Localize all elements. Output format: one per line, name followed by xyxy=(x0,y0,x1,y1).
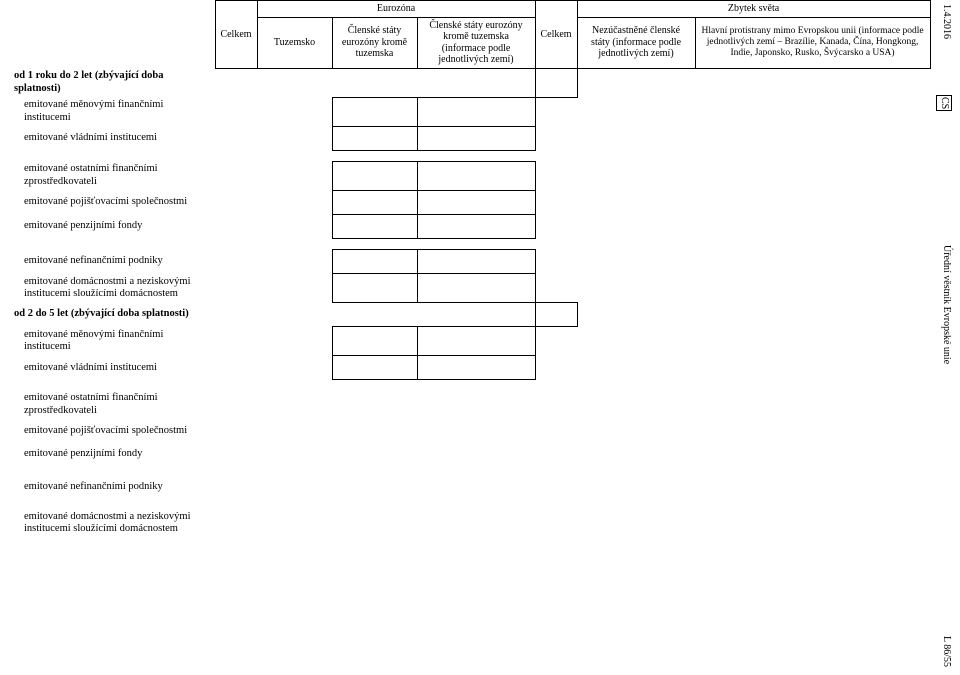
header-row-2: Tuzemsko Členské státy eurozóny kromě tu… xyxy=(10,17,930,68)
label-nfc-2: emitované nefinančními podniky xyxy=(10,476,215,499)
cell-gov1-c2 xyxy=(417,126,535,150)
hdr-counter: Hlavní protistrany mimo Evropskou unii (… xyxy=(695,17,930,68)
cell-ofi1-c1 xyxy=(332,161,417,190)
cell-mfi2-c1 xyxy=(332,327,417,356)
row-g1: od 1 roku do 2 let (zbývající doba splat… xyxy=(10,68,930,97)
cell-nfc1-c2 xyxy=(417,250,535,274)
label-pen-1: emitované penzijními fondy xyxy=(10,215,215,239)
label-gov-1: emitované vládními institucemi xyxy=(10,126,215,150)
label-hh-1: emitované domácnostmi a neziskovými inst… xyxy=(10,274,215,303)
label-hh-2: emitované domácnostmi a neziskovými inst… xyxy=(10,509,215,538)
row-g2: od 2 do 5 let (zbývající doba splatnosti… xyxy=(10,303,930,327)
row-pen-1: emitované penzijními fondy xyxy=(10,215,930,239)
row-ofi-2: emitované ostatními finančními zprostřed… xyxy=(10,390,930,419)
cell-g2-celkem2 xyxy=(535,303,577,327)
label-gov-2: emitované vládními institucemi xyxy=(10,356,215,380)
row-ins-1: emitované pojišťovacími společnostmi xyxy=(10,191,930,215)
hdr-row: Zbytek světa xyxy=(577,1,930,18)
data-table: Celkem Eurozóna Celkem Zbytek světa Tuze… xyxy=(10,0,931,538)
label-ofi-2: emitované ostatními finančními zprostřed… xyxy=(10,390,215,419)
cell-hh1-c1 xyxy=(332,274,417,303)
cell-pen1-c2 xyxy=(417,215,535,239)
label-nfc-1: emitované nefinančními podniky xyxy=(10,250,215,274)
hdr-csekti: Členské státy eurozóny kromě tuzemska (i… xyxy=(417,17,535,68)
cell-mfi1-c1 xyxy=(332,97,417,126)
row-mfi-2: emitované měnovými finančními institucem… xyxy=(10,327,930,356)
hdr-celkem-1: Celkem xyxy=(215,1,257,69)
side-gazette: Úřední věstník Evropské unie xyxy=(940,245,952,364)
cell-gov1-c1 xyxy=(332,126,417,150)
row-hh-2: emitované domácnostmi a neziskovými inst… xyxy=(10,509,930,538)
cell-ins1-c1 xyxy=(332,191,417,215)
label-ofi-1: emitované ostatními finančními zprostřed… xyxy=(10,161,215,190)
row-pen-2: emitované penzijními fondy xyxy=(10,443,930,466)
label-ins-1: emitované pojišťovacími společnostmi xyxy=(10,191,215,215)
cell-mfi1-c2 xyxy=(417,97,535,126)
cell-gov2-c2 xyxy=(417,356,535,380)
hdr-tuzemsko: Tuzemsko xyxy=(257,17,332,68)
row-mfi-1: emitované měnovými finančními institucem… xyxy=(10,97,930,126)
row-nfc-2: emitované nefinančními podniky xyxy=(10,476,930,499)
cell-mfi2-c2 xyxy=(417,327,535,356)
side-date: 1.4.2016 xyxy=(940,4,952,39)
hdr-csekt: Členské státy eurozóny kromě tuzemska xyxy=(332,17,417,68)
label-g2: od 2 do 5 let (zbývající doba splatnosti… xyxy=(10,303,215,327)
row-ins-2: emitované pojišťovacími společnostmi xyxy=(10,420,930,443)
row-gov-2: emitované vládními institucemi xyxy=(10,356,930,380)
label-g1: od 1 roku do 2 let (zbývající doba splat… xyxy=(10,68,215,97)
side-pageref: L 86/55 xyxy=(940,636,952,667)
side-lang: CS xyxy=(936,95,952,111)
cell-g1-celkem2 xyxy=(535,68,577,97)
hdr-celkem-2: Celkem xyxy=(535,1,577,69)
hdr-nonpart: Nezúčastněné členské státy (informace po… xyxy=(577,17,695,68)
label-pen-2: emitované penzijními fondy xyxy=(10,443,215,466)
header-row-1: Celkem Eurozóna Celkem Zbytek světa xyxy=(10,1,930,18)
label-ins-2: emitované pojišťovacími společnostmi xyxy=(10,420,215,443)
cell-ofi1-c2 xyxy=(417,161,535,190)
label-mfi-1: emitované měnovými finančními institucem… xyxy=(10,97,215,126)
cell-hh1-c2 xyxy=(417,274,535,303)
hdr-eurozone: Eurozóna xyxy=(257,1,535,18)
row-hh-1: emitované domácnostmi a neziskovými inst… xyxy=(10,274,930,303)
row-ofi-1: emitované ostatními finančními zprostřed… xyxy=(10,161,930,190)
cell-nfc1-c1 xyxy=(332,250,417,274)
label-mfi-2: emitované měnovými finančními institucem… xyxy=(10,327,215,356)
cell-ins1-c2 xyxy=(417,191,535,215)
cell-gov2-c1 xyxy=(332,356,417,380)
row-nfc-1: emitované nefinančními podniky xyxy=(10,250,930,274)
cell-pen1-c1 xyxy=(332,215,417,239)
row-gov-1: emitované vládními institucemi xyxy=(10,126,930,150)
